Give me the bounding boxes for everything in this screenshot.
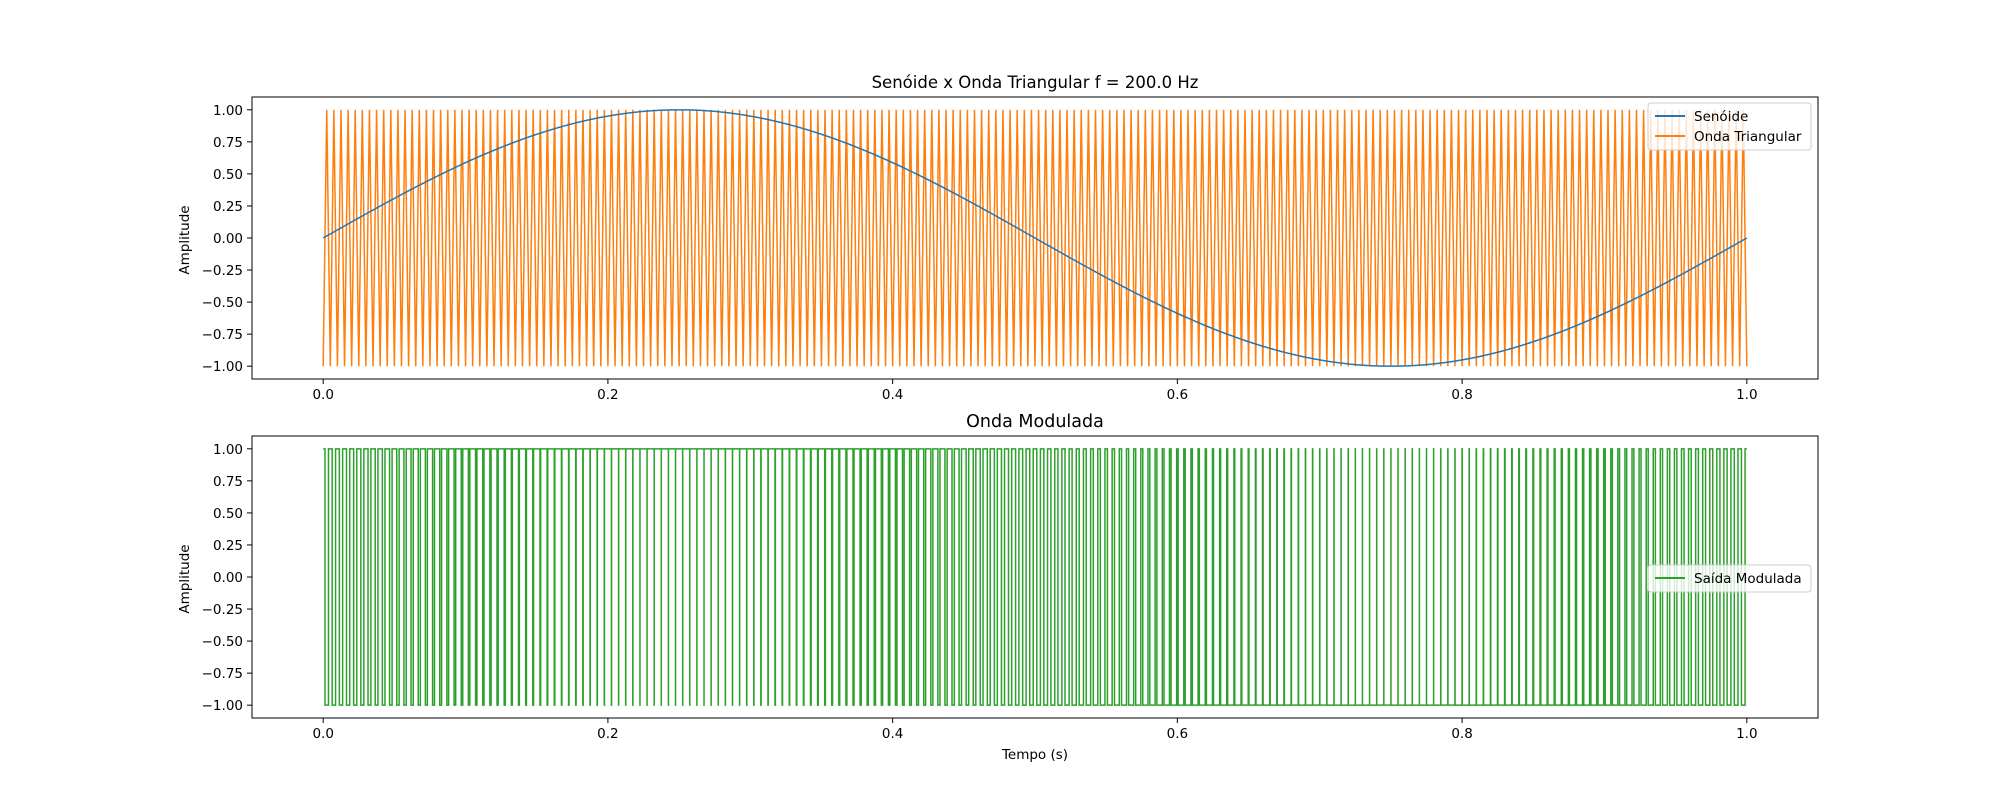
y-tick-label: −1.00 [202,359,243,375]
y-tick-label: −0.75 [202,327,243,343]
plot-area-bottom [323,448,1747,706]
y-tick-label: 0.00 [213,570,243,586]
y-tick-label: −0.50 [202,295,243,311]
chart-title: Senóide x Onda Triangular f = 200.0 Hz [872,73,1199,92]
y-tick-label: 1.00 [213,103,243,119]
y-tick-label: −0.25 [202,263,243,279]
y-tick-label: 0.75 [213,135,243,151]
y-tick-label: 0.50 [213,167,243,183]
y-tick-label: −0.75 [202,666,243,682]
y-tick-label: 0.00 [213,231,243,247]
x-tick-label: 0.6 [1167,726,1188,742]
y-tick-label: −0.25 [202,602,243,618]
legend-label-saida-modulada: Saída Modulada [1694,571,1802,587]
y-tick-label: 1.00 [213,442,243,458]
x-tick-label: 0.0 [312,387,333,403]
x-tick-label: 0.8 [1451,726,1472,742]
x-axis: 0.0 0.2 0.4 0.6 0.8 1.0 [312,379,1758,403]
y-tick-label: 0.75 [213,474,243,490]
y-tick-label: −0.50 [202,634,243,650]
legend-box [1647,102,1812,151]
x-tick-label: 0.4 [882,387,903,403]
series-onda-triangular [322,109,1748,367]
chart-modulated: Onda Modulada Amplitude Tempo (s) 0.0 0.2… [177,412,1819,763]
legend: Saída Modulada [1647,564,1812,593]
x-tick-label: 0.6 [1167,387,1188,403]
x-axis: 0.0 0.2 0.4 0.6 0.8 1.0 [312,718,1758,742]
legend-box [1647,564,1812,593]
x-axis-label: Tempo (s) [1001,747,1068,763]
y-tick-label: 0.50 [213,506,243,522]
series-senoide [322,109,1748,367]
chart-sine-triangle: Senóide x Onda Triangular f = 200.0 Hz A… [177,73,1819,403]
legend-label-onda-triangular: Onda Triangular [1694,129,1802,145]
y-tick-label: −1.00 [202,698,243,714]
legend: Senóide Onda Triangular [1647,102,1812,151]
x-tick-label: 1.0 [1736,387,1757,403]
x-tick-label: 1.0 [1736,726,1757,742]
y-axis-label: Amplitude [177,544,193,613]
x-tick-label: 0.2 [597,726,618,742]
y-axis: 1.00 0.75 0.50 0.25 0.00 −0.25 −0.50 −0.75 −1.00 [202,442,252,714]
y-tick-label: 0.25 [213,199,243,215]
y-tick-label: 0.25 [213,538,243,554]
y-axis-label: Amplitude [177,205,193,274]
x-tick-label: 0.4 [882,726,903,742]
x-tick-label: 0.0 [312,726,333,742]
x-tick-label: 0.8 [1451,387,1472,403]
legend-label-senoide: Senóide [1694,109,1748,125]
plot-area-top [322,109,1748,367]
x-tick-label: 0.2 [597,387,618,403]
series-saida-modulada [323,448,1747,706]
y-axis: 1.00 0.75 0.50 0.25 0.00 −0.25 −0.50 −0.75 −1.00 [202,103,252,375]
chart-title: Onda Modulada [966,412,1104,432]
